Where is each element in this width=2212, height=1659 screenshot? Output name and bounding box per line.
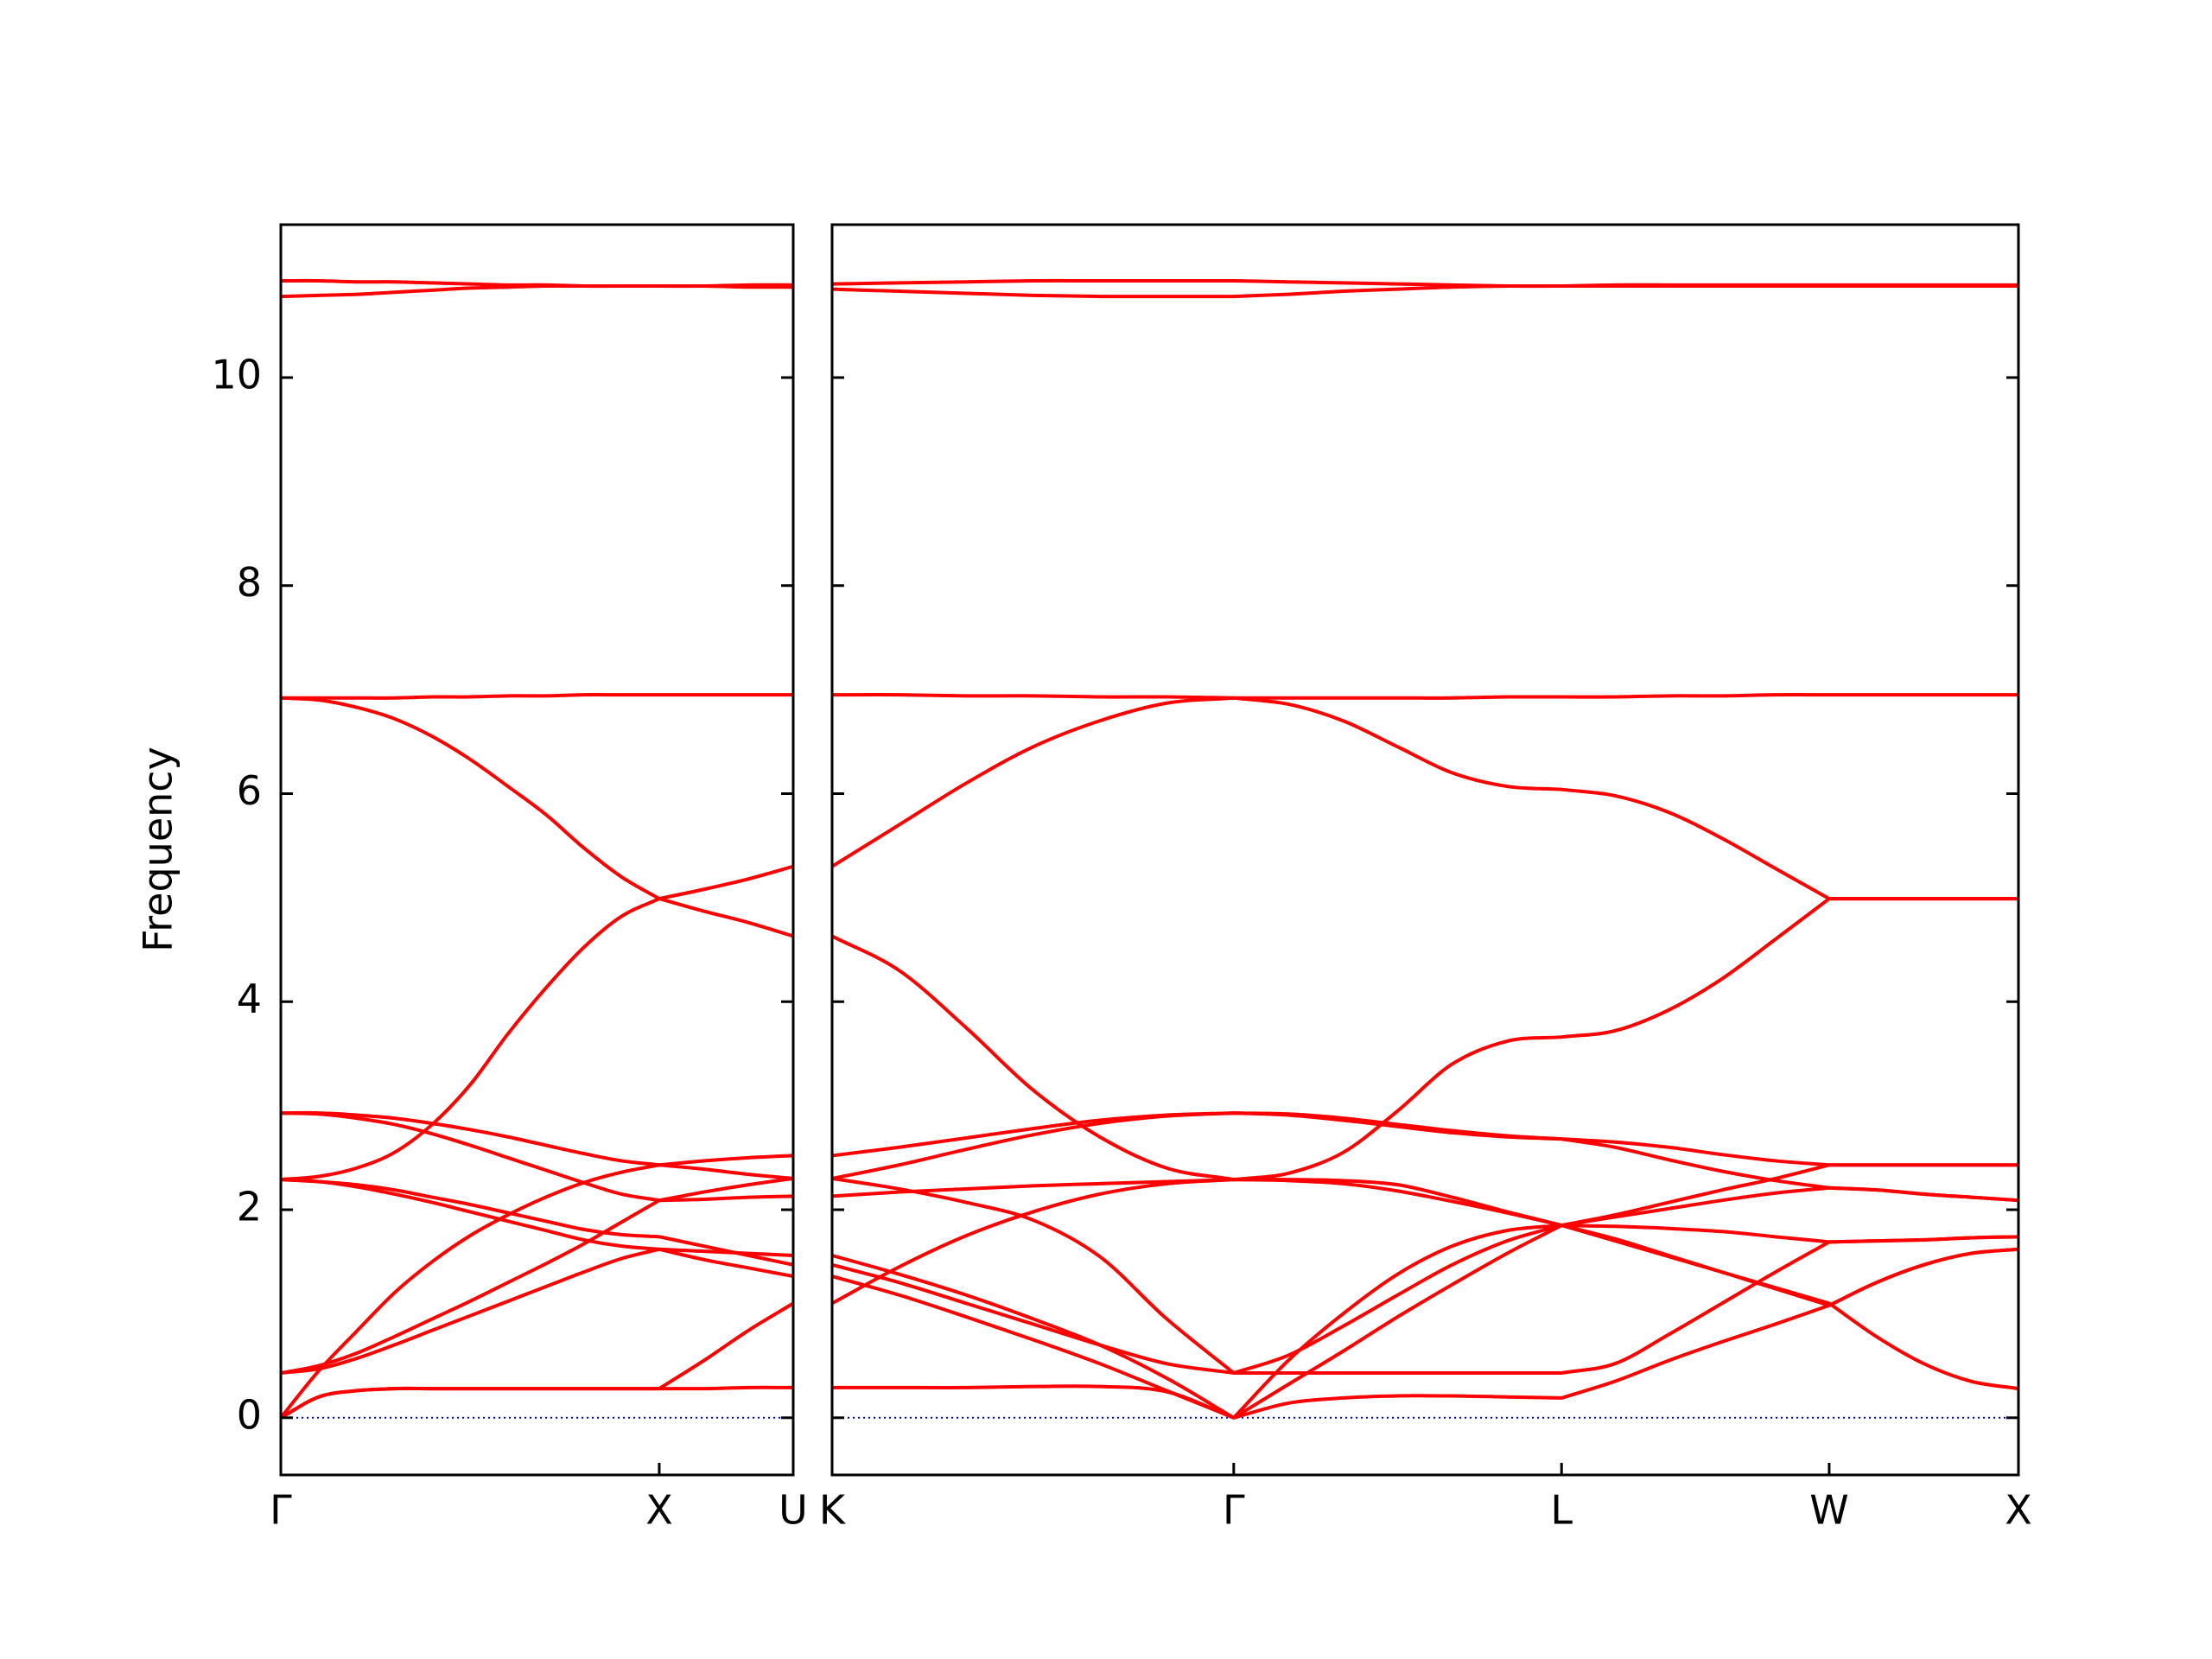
y-tick-label: 10 [211, 351, 262, 397]
band-line [831, 1163, 2018, 1228]
y-axis-label: Frequency [135, 747, 181, 952]
x-tick-label: Γ [1223, 1487, 1245, 1534]
band-line [279, 1154, 794, 1420]
band-line [280, 1178, 794, 1279]
band-line [280, 1176, 794, 1375]
band-line [280, 1301, 795, 1420]
y-tick-label: 8 [237, 559, 262, 606]
band-line [831, 278, 2018, 289]
x-tick-label: Γ [270, 1487, 292, 1534]
plot-frame [279, 223, 795, 1477]
x-tick-label: L [1550, 1487, 1573, 1534]
y-tick-label: 6 [237, 767, 262, 814]
band-line [280, 1111, 794, 1203]
plot-frame [830, 223, 2020, 1477]
y-tick-label: 0 [237, 1391, 262, 1438]
y-tick-label: 2 [237, 1184, 262, 1230]
band-line [280, 864, 794, 1182]
band-line [831, 693, 2018, 700]
band-line [280, 696, 794, 938]
band-line [280, 1178, 794, 1267]
band-line [831, 1224, 2019, 1420]
band-line [280, 278, 794, 289]
band-line [830, 696, 2018, 901]
x-tick-label: W [1809, 1487, 1848, 1534]
x-tick-label: K [819, 1487, 847, 1534]
y-tick-label: 4 [237, 976, 262, 1022]
band-line [831, 1111, 2019, 1203]
band-line [280, 1110, 794, 1180]
x-tick-label: X [645, 1487, 673, 1534]
band-line [831, 1176, 2019, 1376]
x-tick-label: U [779, 1487, 808, 1534]
band-line [280, 1247, 794, 1376]
band-line [280, 693, 793, 700]
x-tick-label: X [2005, 1487, 2032, 1534]
